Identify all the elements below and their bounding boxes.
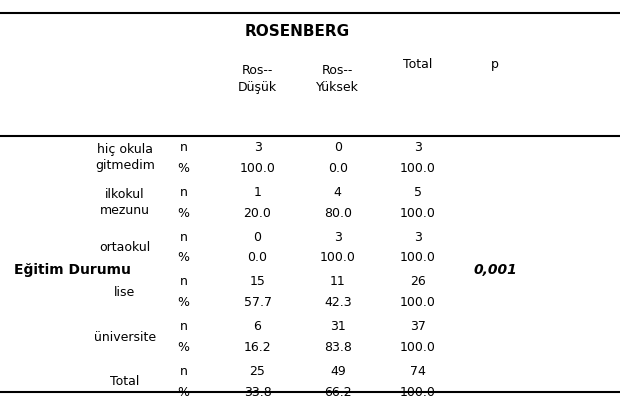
Text: 26: 26 [410, 275, 426, 289]
Text: %: % [177, 386, 190, 398]
Text: n: n [180, 141, 187, 154]
Text: Ros--
Yüksek: Ros-- Yüksek [316, 64, 359, 94]
Text: n: n [180, 275, 187, 289]
Text: ROSENBERG: ROSENBERG [245, 24, 350, 39]
Text: Ros--
Düşük: Ros-- Düşük [238, 64, 277, 94]
Text: %: % [177, 252, 190, 264]
Text: 0: 0 [334, 141, 342, 154]
Text: 1: 1 [254, 186, 262, 199]
Text: 11: 11 [330, 275, 346, 289]
Text: 25: 25 [250, 365, 265, 378]
Text: %: % [177, 207, 190, 220]
Text: 3: 3 [414, 141, 422, 154]
Text: 49: 49 [330, 365, 346, 378]
Text: 100.0: 100.0 [239, 162, 275, 175]
Text: Total: Total [110, 375, 140, 388]
Text: p: p [491, 58, 499, 70]
Text: 0: 0 [254, 230, 262, 244]
Text: n: n [180, 230, 187, 244]
Text: 31: 31 [330, 320, 346, 333]
Text: 20.0: 20.0 [244, 207, 272, 220]
Text: 0.0: 0.0 [247, 252, 268, 264]
Text: Eğitim Durumu: Eğitim Durumu [14, 263, 131, 277]
Text: 6: 6 [254, 320, 262, 333]
Text: 3: 3 [334, 230, 342, 244]
Text: ortaokul: ortaokul [99, 241, 151, 254]
Text: 33.8: 33.8 [244, 386, 272, 398]
Text: 100.0: 100.0 [400, 386, 436, 398]
Text: 100.0: 100.0 [400, 341, 436, 354]
Text: 100.0: 100.0 [400, 207, 436, 220]
Text: 57.7: 57.7 [244, 296, 272, 309]
Text: 0,001: 0,001 [473, 263, 517, 277]
Text: 4: 4 [334, 186, 342, 199]
Text: 100.0: 100.0 [320, 252, 356, 264]
Text: 74: 74 [410, 365, 426, 378]
Text: n: n [180, 320, 187, 333]
Text: %: % [177, 296, 190, 309]
Text: 100.0: 100.0 [400, 296, 436, 309]
Text: 16.2: 16.2 [244, 341, 272, 354]
Text: 0.0: 0.0 [328, 162, 348, 175]
Text: 100.0: 100.0 [400, 162, 436, 175]
Text: 15: 15 [250, 275, 265, 289]
Text: 3: 3 [414, 230, 422, 244]
Text: lise: lise [114, 286, 135, 299]
Text: 3: 3 [254, 141, 262, 154]
Text: 5: 5 [414, 186, 422, 199]
Text: ilkokul
mezunu: ilkokul mezunu [100, 188, 150, 217]
Text: n: n [180, 365, 187, 378]
Text: 100.0: 100.0 [400, 252, 436, 264]
Text: hiç okula
gitmedim: hiç okula gitmedim [95, 143, 155, 172]
Text: 37: 37 [410, 320, 426, 333]
Text: Total: Total [404, 58, 433, 70]
Text: 66.2: 66.2 [324, 386, 352, 398]
Text: 83.8: 83.8 [324, 341, 352, 354]
Text: %: % [177, 162, 190, 175]
Text: 42.3: 42.3 [324, 296, 352, 309]
Text: n: n [180, 186, 187, 199]
Text: üniversite: üniversite [94, 331, 156, 343]
Text: 80.0: 80.0 [324, 207, 352, 220]
Text: %: % [177, 341, 190, 354]
